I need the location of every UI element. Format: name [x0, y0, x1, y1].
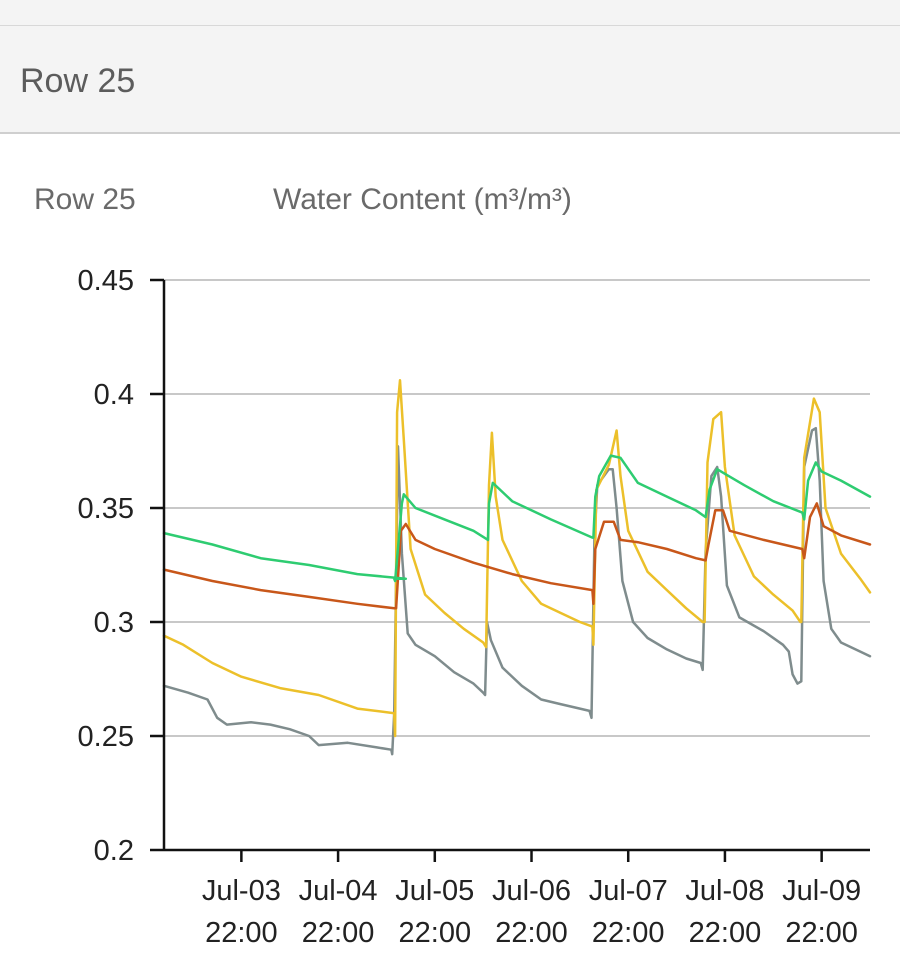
y-tick-label: 0.35: [78, 493, 134, 525]
x-tick-label-time: 22:00: [302, 917, 375, 949]
x-tick-label-time: 22:00: [399, 917, 472, 949]
x-tick-label-time: 22:00: [592, 917, 665, 949]
x-tick-label-time: 22:00: [495, 917, 568, 949]
chart-axes: [150, 278, 870, 862]
chart-row-label: Row 25: [34, 183, 136, 216]
series-line-yellow: [162, 379, 872, 738]
x-tick-label-time: 22:00: [689, 917, 762, 949]
x-tick-label-time: 22:00: [205, 917, 278, 949]
chart-ticks: 0.2 0.25 0.3 0.35 0.4 0.45 Jul-03 22:00 Jul-04 22…: [78, 265, 862, 949]
chart-grid: [164, 279, 870, 737]
page-header: Row 25: [0, 26, 900, 134]
y-tick-label: 0.2: [94, 835, 134, 867]
y-tick-label: 0.25: [78, 721, 134, 753]
x-tick-label-date: Jul-05: [395, 875, 474, 907]
page-title: Row 25: [20, 62, 136, 100]
y-tick-label: 0.45: [78, 265, 134, 297]
chart-series-group: [162, 379, 872, 756]
x-tick-label-date: Jul-07: [589, 875, 668, 907]
x-tick-label-time: 22:00: [785, 917, 858, 949]
x-tick-label-date: Jul-09: [782, 875, 861, 907]
series-line-orange: [162, 502, 872, 610]
x-tick-label-date: Jul-06: [492, 875, 571, 907]
series-line-green: [162, 454, 872, 583]
y-tick-label: 0.3: [94, 607, 134, 639]
top-status-bar: [0, 0, 900, 26]
x-tick-label-date: Jul-04: [299, 875, 378, 907]
x-tick-label-date: Jul-08: [685, 875, 764, 907]
y-tick-label: 0.4: [94, 379, 134, 411]
chart-metric-label: Water Content (m³/m³): [273, 183, 572, 216]
x-tick-label-date: Jul-03: [202, 875, 281, 907]
